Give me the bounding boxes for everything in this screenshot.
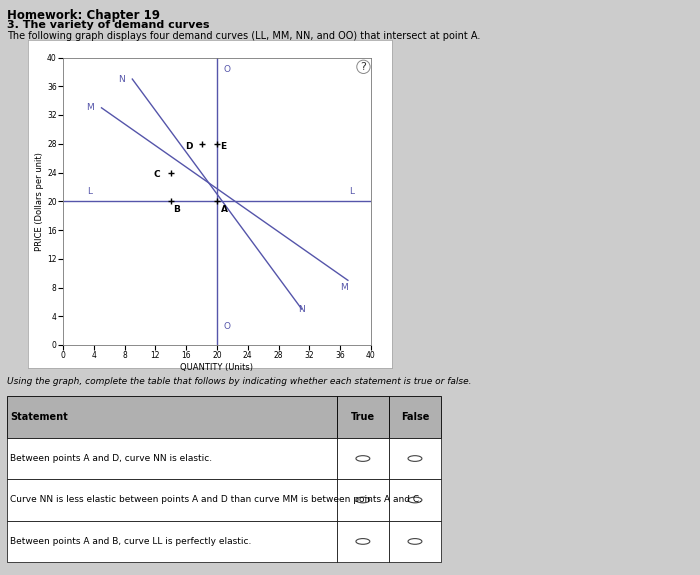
- Text: ?: ?: [360, 62, 366, 72]
- Text: L: L: [349, 186, 354, 196]
- Text: A: A: [221, 205, 228, 214]
- Text: E: E: [220, 141, 226, 151]
- Text: C: C: [154, 170, 160, 179]
- Bar: [7, 479, 337, 521]
- Text: M: M: [86, 104, 94, 112]
- Text: L: L: [88, 186, 92, 196]
- Text: The following graph displays four demand curves (LL, MM, NN, and OO) that inters: The following graph displays four demand…: [7, 31, 480, 41]
- Text: Statement: Statement: [10, 412, 68, 422]
- Bar: [389, 479, 441, 521]
- Text: D: D: [185, 141, 193, 151]
- Y-axis label: PRICE (Dollars per unit): PRICE (Dollars per unit): [35, 152, 44, 251]
- Bar: [7, 396, 337, 438]
- Text: Homework: Chapter 19: Homework: Chapter 19: [7, 9, 160, 22]
- Text: 3. The variety of demand curves: 3. The variety of demand curves: [7, 20, 209, 30]
- Text: False: False: [401, 412, 429, 422]
- Text: O: O: [223, 321, 230, 331]
- Bar: [389, 521, 441, 562]
- Bar: [337, 396, 389, 438]
- Text: Between points A and B, curve LL is perfectly elastic.: Between points A and B, curve LL is perf…: [10, 537, 252, 546]
- Text: N: N: [118, 75, 125, 83]
- Bar: [7, 438, 337, 479]
- Bar: [389, 396, 441, 438]
- Text: B: B: [173, 205, 180, 214]
- X-axis label: QUANTITY (Units): QUANTITY (Units): [181, 363, 253, 372]
- Text: True: True: [351, 412, 375, 422]
- Bar: [389, 438, 441, 479]
- Bar: [7, 521, 337, 562]
- Text: O: O: [223, 64, 230, 74]
- Text: M: M: [340, 283, 348, 292]
- Text: Using the graph, complete the table that follows by indicating whether each stat: Using the graph, complete the table that…: [7, 377, 472, 386]
- Text: N: N: [298, 305, 304, 313]
- Bar: [337, 521, 389, 562]
- Text: Curve NN is less elastic between points A and D than curve MM is between points : Curve NN is less elastic between points …: [10, 496, 423, 504]
- Text: Between points A and D, curve NN is elastic.: Between points A and D, curve NN is elas…: [10, 454, 213, 463]
- Bar: [337, 479, 389, 521]
- Bar: [337, 438, 389, 479]
